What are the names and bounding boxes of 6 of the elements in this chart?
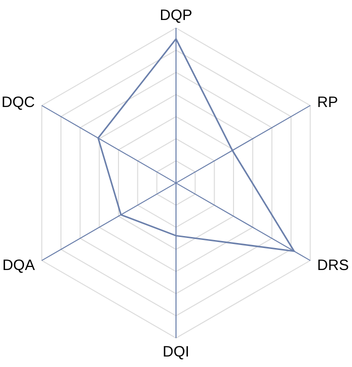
spoke-label: DQP xyxy=(160,7,192,24)
spoke-label: DQI xyxy=(162,344,190,361)
spoke-label: RP xyxy=(317,94,338,111)
spoke-label: DQA xyxy=(2,256,35,274)
spoke-label: DQC xyxy=(1,94,35,111)
spoke-label: DRS xyxy=(317,256,349,274)
